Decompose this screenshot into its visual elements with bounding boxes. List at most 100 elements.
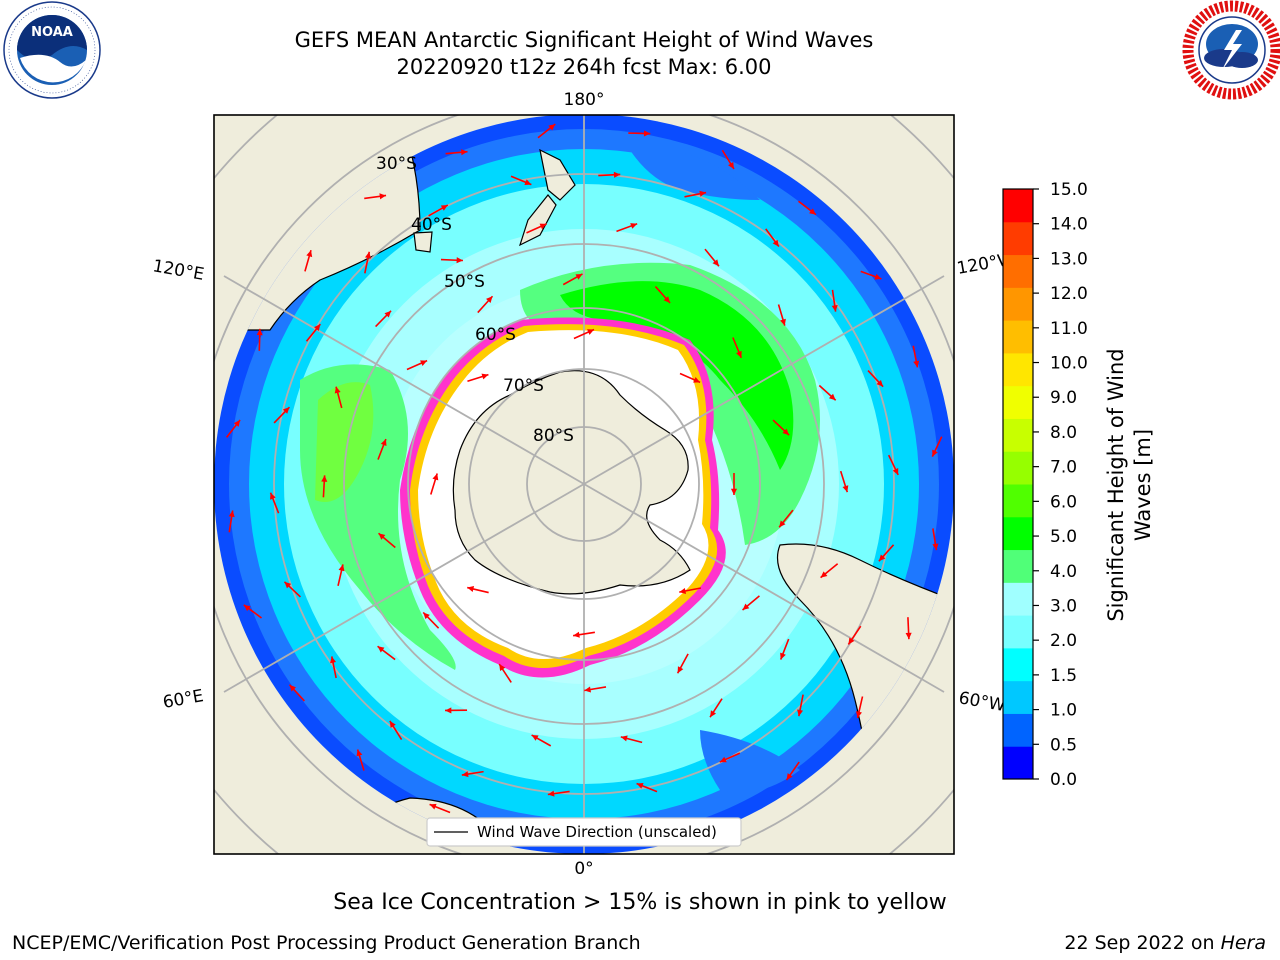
wind-arrow <box>305 323 322 342</box>
wind-arrow <box>377 645 396 661</box>
wind-arrow <box>818 384 837 401</box>
lat-label-60s: 60°S <box>475 325 516 345</box>
credit-right: 22 Sep 2022 on Hera <box>1064 932 1266 954</box>
colorbar-label-line1: Significant Height of Wind <box>1104 348 1128 621</box>
colorbar-segment <box>1003 385 1033 419</box>
wind-arrow <box>467 373 489 383</box>
lat-label-50s: 50°S <box>444 272 485 292</box>
wind-arrow <box>732 337 743 359</box>
colorbar-segment <box>1003 320 1033 354</box>
wind-arrow <box>765 228 780 248</box>
wind-arrow <box>422 611 440 629</box>
wind-arrow <box>364 251 371 274</box>
colorbar-label-line2: Waves [m] <box>1131 429 1155 541</box>
credit-host: Hera <box>1220 932 1266 954</box>
wind-arrow-layer <box>225 123 943 814</box>
wind-arrow <box>684 190 707 198</box>
lon-label-left-lower: 60°E <box>161 686 205 713</box>
colorbar-tick-label: 14.0 <box>1050 215 1088 235</box>
wind-arrow <box>839 470 849 493</box>
wind-arrow <box>389 720 403 740</box>
wind-arrow <box>709 698 723 718</box>
credit-left: NCEP/EMC/Verification Post Processing Pr… <box>12 932 641 954</box>
wind-arrow <box>356 749 365 771</box>
lat-label-40s: 40°S <box>411 215 452 235</box>
sea-ice-caption: Sea Ice Concentration > 15% is shown in … <box>333 890 947 915</box>
wind-arrow <box>912 345 920 368</box>
colorbar-segment <box>1003 189 1033 223</box>
colorbar-tick-label: 7.0 <box>1050 458 1077 478</box>
lat-label-80s: 80°S <box>533 426 574 446</box>
wind-arrow <box>654 285 671 304</box>
wind-arrow <box>719 752 741 763</box>
wind-arrow <box>704 248 720 267</box>
wind-arrow <box>377 438 387 460</box>
wind-arrow <box>905 617 912 640</box>
wind-arrow <box>676 653 689 674</box>
wind-arrow <box>283 581 302 598</box>
wind-arrow <box>679 587 702 594</box>
wind-arrow <box>537 123 556 139</box>
wind-arrow <box>445 707 468 714</box>
colorbar-segment <box>1003 582 1033 616</box>
wind-arrow <box>330 656 337 679</box>
colorbar-tick-label: 12.0 <box>1050 284 1088 304</box>
tasmania <box>413 231 433 253</box>
wind-arrow <box>820 563 839 579</box>
colorbar-tick-label: 0.0 <box>1050 770 1077 790</box>
wind-arrow <box>931 436 943 457</box>
wind-arrow <box>620 735 643 744</box>
wind-arrow <box>847 625 862 645</box>
lon-label-top: 180° <box>564 90 605 110</box>
colorbar-segment <box>1003 484 1033 518</box>
wind-arrow <box>831 289 838 312</box>
wind-arrow <box>225 419 241 438</box>
wind-arrow <box>636 782 658 793</box>
chart-subtitle: 20220920 t12z 264h fcst Max: 6.00 <box>396 55 772 79</box>
wind-arrow <box>721 149 735 170</box>
map-area: 30°S 40°S 50°S 60°S 70°S 80°S Wind Wave … <box>214 115 954 854</box>
wind-arrow <box>364 193 387 200</box>
lon-label-right-lower: 60°W <box>957 688 1007 716</box>
lat-label-30s: 30°S <box>376 154 417 174</box>
wind-arrow <box>428 204 449 217</box>
wind-arrow <box>406 359 428 371</box>
wind-arrow <box>440 257 463 264</box>
wind-arrow <box>269 492 280 514</box>
wind-arrow <box>378 532 396 549</box>
colorbar-tick-label: 13.0 <box>1050 249 1088 269</box>
wind-arrow <box>304 249 313 272</box>
wind-arrow <box>878 544 895 562</box>
wind-arrow <box>375 310 392 328</box>
colorbar-frame <box>1002 188 1034 780</box>
colorbar-segment <box>1003 549 1033 583</box>
wind-arrow <box>797 694 804 717</box>
colorbar-tick-label: 6.0 <box>1050 492 1077 512</box>
wind-arrow <box>730 473 738 495</box>
wind-arrow <box>498 663 512 683</box>
wind-arrow <box>445 149 468 156</box>
wind-arrow <box>932 528 939 551</box>
noaa-logo-text: NOAA <box>31 25 73 40</box>
wind-arrow <box>779 638 790 660</box>
wind-arrow <box>429 803 451 814</box>
wind-arrow <box>772 419 790 436</box>
lon-label-left-upper: 120°E <box>151 256 205 285</box>
colorbar-tick-label: 0.5 <box>1050 735 1077 755</box>
wind-arrow <box>461 770 484 778</box>
wind-arrow <box>887 454 899 476</box>
wind-arrow <box>742 595 760 611</box>
colorbar-segment <box>1003 254 1033 288</box>
colorbar-segment <box>1003 713 1033 747</box>
colorbar-segment <box>1003 287 1033 321</box>
colorbar: 0.0 0.5 1.0 1.5 2.0 3.0 4.0 5.0 6.0 7.0 8.0 9.0 10.0… <box>1002 180 1088 790</box>
wind-arrow <box>321 475 328 498</box>
wind-arrow <box>288 684 305 702</box>
wind-arrow <box>679 372 701 384</box>
lon-label-bottom: 0° <box>574 859 593 879</box>
wind-arrow <box>467 586 489 594</box>
wind-arrow <box>334 386 343 409</box>
colorbar-tick-label: 11.0 <box>1050 319 1088 339</box>
wind-arrow <box>798 200 817 216</box>
